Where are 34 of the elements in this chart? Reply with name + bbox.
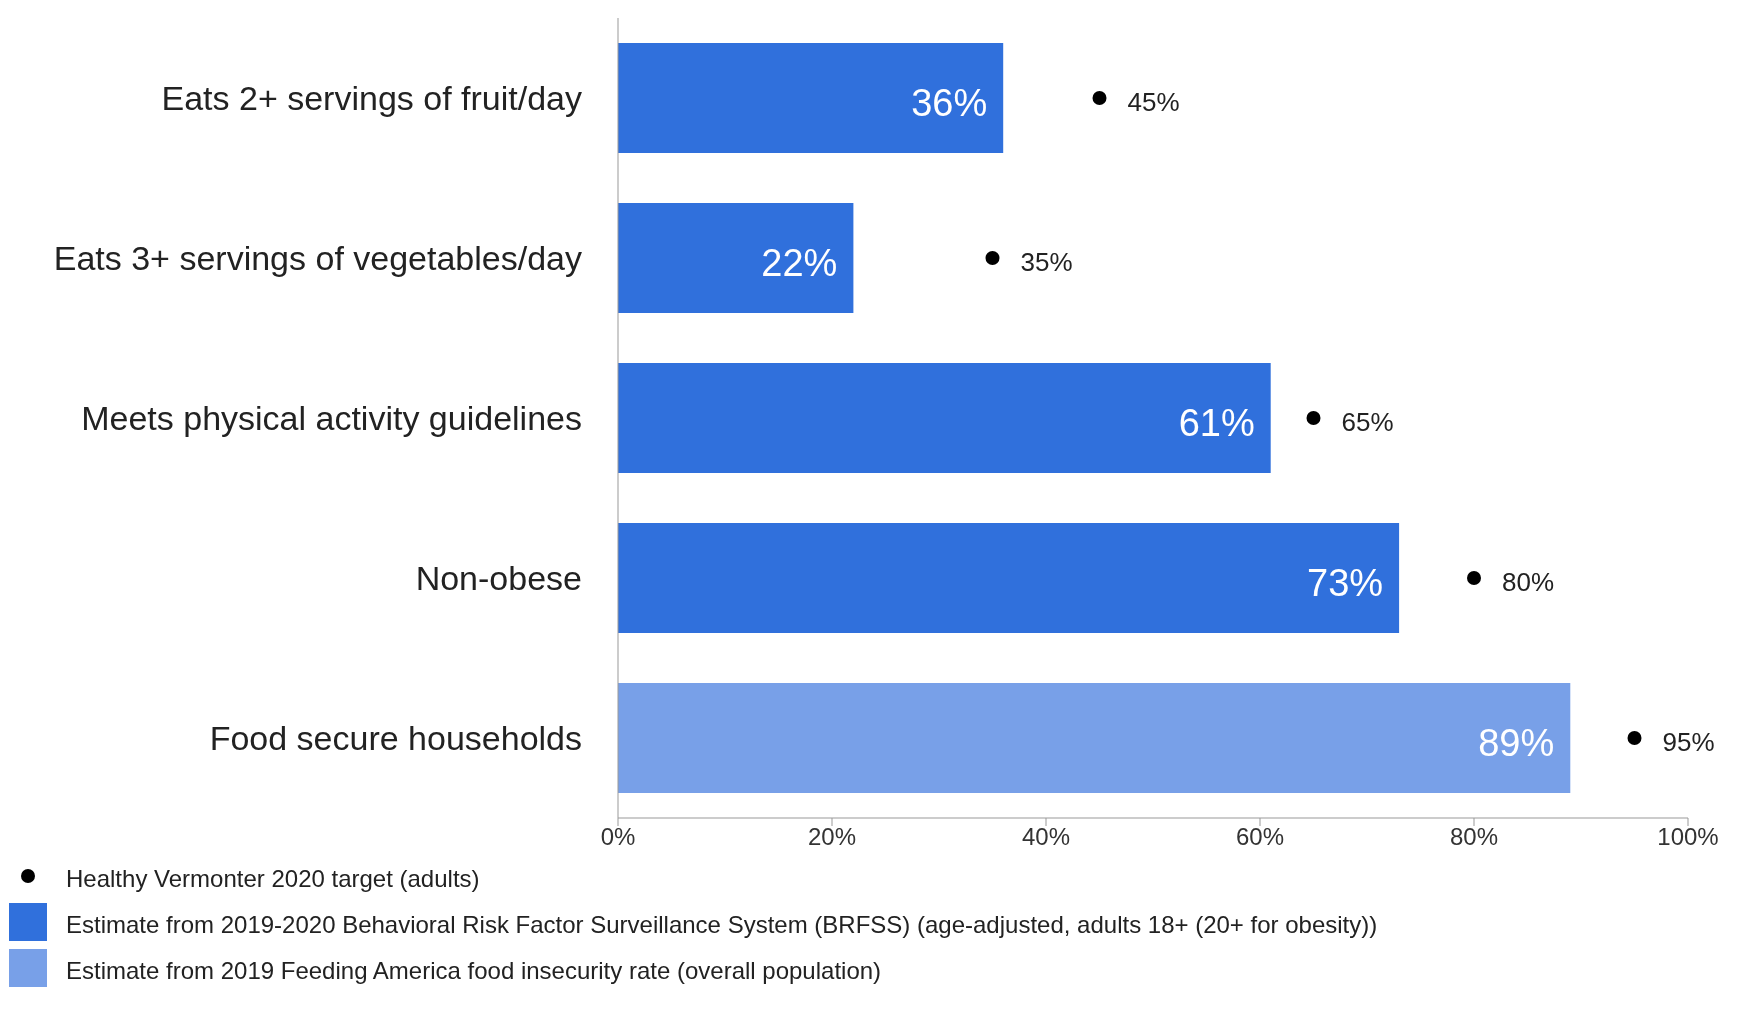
x-tick-label: 0% — [600, 823, 636, 851]
data-label: 73% — [1307, 562, 1384, 605]
data-label: 22% — [761, 242, 838, 285]
y-tick-label: Non-obese — [415, 559, 582, 598]
data-label: 80% — [1502, 566, 1555, 597]
data-label: 45% — [1127, 86, 1180, 117]
bar — [618, 363, 1271, 473]
y-tick-label: Food secure households — [209, 719, 582, 758]
x-tick-label: 40% — [1021, 823, 1071, 851]
point — [1092, 91, 1107, 105]
x-tick-label: 60% — [1235, 823, 1285, 851]
y-tick-label: Meets physical activity guidelines — [81, 399, 582, 438]
x-tick-label: 80% — [1449, 823, 1499, 851]
legend-label: Estimate from 2019-2020 Behavioral Risk Factor Surveillance System (BRFSS) (age-adjusted, adults 18+ (20+ for obesity)) — [66, 911, 1378, 939]
x-tick-label: 20% — [807, 823, 857, 851]
point — [1627, 731, 1642, 745]
data-label: 89% — [1478, 722, 1555, 765]
point — [985, 251, 1000, 265]
bar — [618, 683, 1571, 793]
bar — [618, 523, 1400, 633]
bar — [618, 43, 1004, 153]
x-tick-label: 100% — [1657, 823, 1719, 851]
data-label: 65% — [1341, 406, 1394, 437]
y-tick-label: Eats 2+ servings of fruit/day — [161, 79, 582, 118]
data-label: 36% — [911, 82, 988, 125]
point — [1467, 571, 1481, 585]
legend-label: Healthy Vermonter 2020 target (adults) — [66, 865, 480, 893]
bar — [618, 203, 854, 313]
y-tick-label: Eats 3+ servings of vegetables/day — [53, 239, 582, 278]
point — [1306, 411, 1321, 425]
data-label: 35% — [1020, 246, 1073, 277]
data-label: 95% — [1662, 726, 1715, 757]
legend-label: Estimate from 2019 Feeding America food insecurity rate (overall population) — [66, 957, 882, 985]
data-label: 61% — [1178, 402, 1255, 445]
